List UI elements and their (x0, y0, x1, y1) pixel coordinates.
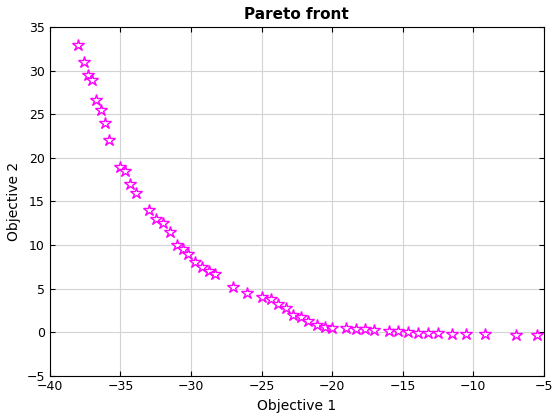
Title: Pareto front: Pareto front (245, 7, 349, 22)
X-axis label: Objective 1: Objective 1 (257, 399, 337, 413)
Y-axis label: Objective 2: Objective 2 (7, 162, 21, 241)
